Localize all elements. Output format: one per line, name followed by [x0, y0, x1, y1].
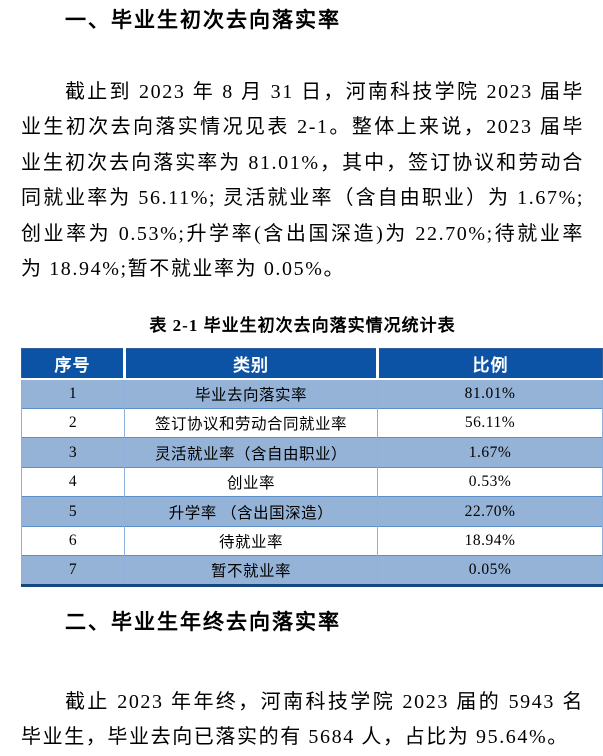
- row-percentage: 56.11%: [377, 407, 603, 438]
- table-caption: 表 2-1 毕业生初次去向落实情况统计表: [149, 316, 456, 336]
- paragraph-first-destination-stats: 截止到 2023 年 8 月 31 日，河南科技学院 2023 届毕业生初次去向…: [21, 81, 584, 281]
- row-index: 5: [21, 496, 125, 527]
- header-cell-category: 类别: [123, 348, 378, 380]
- row-index: 6: [21, 525, 125, 556]
- row-index: 1: [21, 378, 125, 409]
- row-percentage: 0.53%: [377, 466, 603, 497]
- row-percentage: 81.01%: [377, 378, 603, 409]
- table-row: 4 创业率 0.53%: [21, 466, 603, 497]
- section-heading-year-end: 二、毕业生年终去向落实率: [65, 610, 341, 634]
- paragraph-year-end-stats: 截止 2023 年年终，河南科技学院 2023 届的 5943 名毕业生，毕业去…: [21, 690, 584, 749]
- table-header-row: 序号 类别 比例: [21, 348, 603, 380]
- header-cell-percentage: 比例: [376, 348, 603, 380]
- row-category: 升学率 （含出国深造）: [124, 496, 378, 527]
- table-row: 5 升学率 （含出国深造） 22.70%: [21, 496, 603, 527]
- row-index: 3: [21, 437, 125, 468]
- table-row: 6 待就业率 18.94%: [21, 525, 603, 556]
- section-heading-first-destination: 一、毕业生初次去向落实率: [65, 9, 341, 32]
- row-percentage: 1.67%: [377, 437, 603, 468]
- row-percentage: 0.05%: [377, 555, 603, 587]
- table-row: 2 签订协议和劳动合同就业率 56.11%: [21, 407, 603, 438]
- table-row: 7 暂不就业率 0.05%: [21, 555, 603, 587]
- table-row: 3 灵活就业率（含自由职业） 1.67%: [21, 437, 603, 468]
- row-category: 灵活就业率（含自由职业）: [124, 437, 378, 468]
- row-category: 待就业率: [124, 525, 378, 556]
- report-page: 一、毕业生初次去向落实率 截止到 2023 年 8 月 31 日，河南科技学院 …: [0, 8, 603, 756]
- row-category: 创业率: [124, 466, 378, 497]
- row-category: 毕业去向落实率: [124, 378, 378, 409]
- table-body: 1 毕业去向落实率 81.01% 2 签订协议和劳动合同就业率 56.11% 3 灵活就业率（…: [21, 378, 603, 587]
- row-category: 暂不就业率: [124, 555, 378, 587]
- row-index: 2: [21, 407, 125, 438]
- row-category: 签订协议和劳动合同就业率: [124, 407, 378, 438]
- header-cell-index: 序号: [21, 348, 125, 380]
- table-row: 1 毕业去向落实率 81.01%: [21, 378, 603, 409]
- row-percentage: 18.94%: [377, 525, 603, 556]
- row-percentage: 22.70%: [377, 496, 603, 527]
- first-destination-table: 序号 类别 比例 1 毕业去向落实率 81.01% 2 签订协议和劳动合同就业率 56.1…: [21, 348, 603, 587]
- row-index: 7: [21, 555, 125, 587]
- row-index: 4: [21, 466, 125, 497]
